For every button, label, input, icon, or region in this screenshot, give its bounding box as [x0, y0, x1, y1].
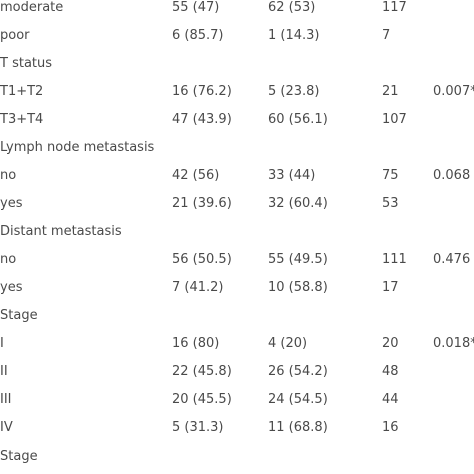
- group2-value: 32 (60.4): [268, 196, 328, 211]
- total-value: 53: [382, 196, 399, 211]
- group1-value: 6 (85.7): [172, 28, 224, 43]
- total-value: 21: [382, 84, 399, 99]
- group1-value: 16 (76.2): [172, 84, 232, 99]
- group1-value: 47 (43.9): [172, 112, 232, 127]
- row-label: no: [0, 168, 17, 183]
- table-row: no 42 (56) 33 (44) 75 0.068: [0, 165, 474, 187]
- row-label: T1+T2: [0, 84, 44, 99]
- group2-value: 4 (20): [268, 336, 308, 351]
- section-header: T status: [0, 53, 474, 75]
- section-label: T status: [0, 56, 53, 71]
- group2-value: 5 (23.8): [268, 84, 320, 99]
- section-header: Stage: [0, 305, 474, 327]
- group2-value: 10 (58.8): [268, 280, 328, 295]
- table-row: III 20 (45.5) 24 (54.5) 44: [0, 389, 474, 411]
- section-label: Stage: [0, 308, 38, 323]
- table-row: I 16 (80) 4 (20) 20 0.018*: [0, 333, 474, 355]
- row-label: I: [0, 336, 4, 351]
- group2-value: 55 (49.5): [268, 252, 328, 267]
- p-value: 0.007*: [433, 84, 474, 99]
- group1-value: 7 (41.2): [172, 280, 224, 295]
- table-row: T1+T2 16 (76.2) 5 (23.8) 21 0.007*: [0, 81, 474, 103]
- row-label: moderate: [0, 0, 64, 15]
- p-value: 0.476: [433, 252, 471, 267]
- total-value: 117: [382, 0, 407, 15]
- total-value: 107: [382, 112, 407, 127]
- total-value: 44: [382, 392, 399, 407]
- total-value: 7: [382, 28, 391, 43]
- p-value: 0.068: [433, 168, 471, 183]
- group1-value: 56 (50.5): [172, 252, 232, 267]
- total-value: 111: [382, 252, 407, 267]
- table-row: yes 21 (39.6) 32 (60.4) 53: [0, 193, 474, 215]
- table-row: yes 7 (41.2) 10 (58.8) 17: [0, 277, 474, 299]
- row-label: yes: [0, 280, 23, 295]
- group2-value: 60 (56.1): [268, 112, 328, 127]
- section-label: Lymph node metastasis: [0, 140, 155, 155]
- table-row: IV 5 (31.3) 11 (68.8) 16: [0, 417, 474, 439]
- p-value: 0.018*: [433, 336, 474, 351]
- section-label: Distant metastasis: [0, 224, 122, 239]
- group1-value: 5 (31.3): [172, 420, 224, 435]
- group1-value: 22 (45.8): [172, 364, 232, 379]
- group1-value: 55 (47): [172, 0, 220, 15]
- row-label: poor: [0, 28, 30, 43]
- section-header: Distant metastasis: [0, 221, 474, 243]
- group2-value: 33 (44): [268, 168, 316, 183]
- table-row: moderate 55 (47) 62 (53) 117: [0, 0, 474, 19]
- group1-value: 42 (56): [172, 168, 220, 183]
- row-label: IV: [0, 420, 13, 435]
- group1-value: 16 (80): [172, 336, 220, 351]
- section-header: Lymph node metastasis: [0, 137, 474, 159]
- table-row: poor 6 (85.7) 1 (14.3) 7: [0, 25, 474, 47]
- row-label: III: [0, 392, 12, 407]
- total-value: 75: [382, 168, 399, 183]
- total-value: 20: [382, 336, 399, 351]
- section-label: Stage: [0, 449, 38, 464]
- group1-value: 20 (45.5): [172, 392, 232, 407]
- section-header: Stage: [0, 446, 474, 468]
- group1-value: 21 (39.6): [172, 196, 232, 211]
- total-value: 16: [382, 420, 399, 435]
- group2-value: 24 (54.5): [268, 392, 328, 407]
- group2-value: 26 (54.2): [268, 364, 328, 379]
- row-label: T3+T4: [0, 112, 44, 127]
- group2-value: 11 (68.8): [268, 420, 328, 435]
- group2-value: 62 (53): [268, 0, 316, 15]
- total-value: 48: [382, 364, 399, 379]
- row-label: yes: [0, 196, 23, 211]
- table-row: II 22 (45.8) 26 (54.2) 48: [0, 361, 474, 383]
- group2-value: 1 (14.3): [268, 28, 320, 43]
- row-label: no: [0, 252, 17, 267]
- total-value: 17: [382, 280, 399, 295]
- table-row: no 56 (50.5) 55 (49.5) 111 0.476: [0, 249, 474, 271]
- table-row: T3+T4 47 (43.9) 60 (56.1) 107: [0, 109, 474, 131]
- row-label: II: [0, 364, 8, 379]
